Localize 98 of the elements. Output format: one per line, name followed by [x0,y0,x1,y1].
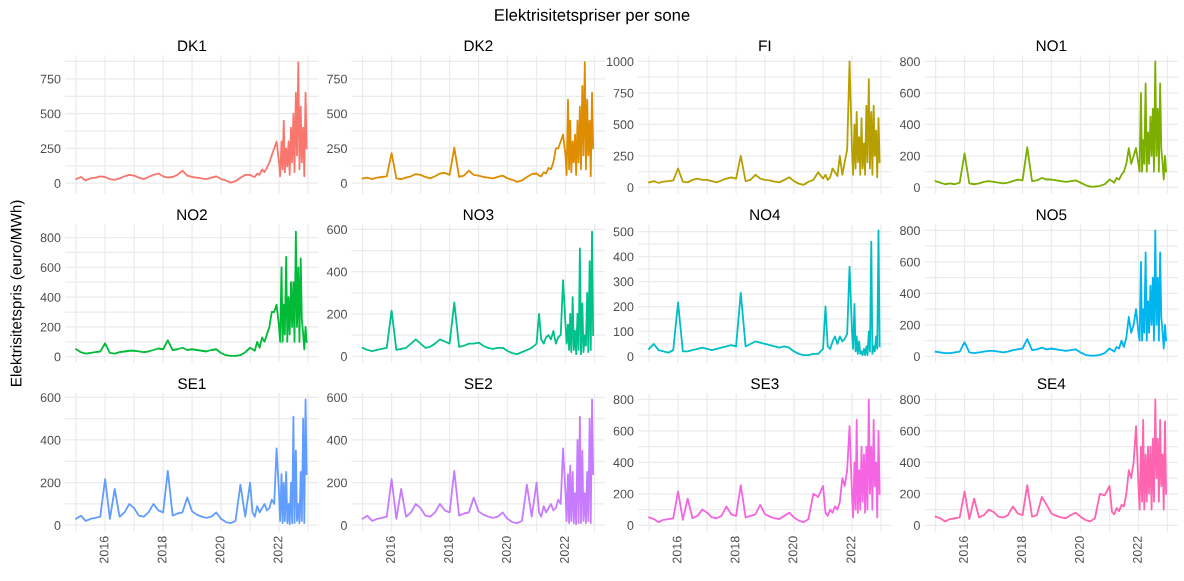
y-tick-label: 750 [613,88,634,98]
chart-title: DK2 [464,40,493,52]
y-tick-label: 600 [40,263,61,272]
y-tick-label: 200 [327,309,347,319]
x-tick-label: 2016 [672,536,682,563]
y-tick-label: 600 [900,88,920,98]
x-tick-label: 2022 [273,536,283,563]
y-tick-label: 400 [899,289,920,299]
y-tick-label: 800 [613,395,634,405]
y-tick-label: 0 [340,521,347,530]
line-series [934,398,1168,523]
y-tick-label: 600 [613,426,634,436]
y-tick-label: 200 [900,151,920,161]
y-tick-label: 500 [40,109,61,119]
y-tick-label: 250 [327,144,347,154]
y-tick-label: 0 [627,521,634,530]
chart-title: SE2 [464,378,493,390]
text: Elektrisitetspriser per sone [495,8,690,25]
y-tick-label: 400 [899,458,920,468]
y-tick-label: 250 [40,144,61,154]
y-tick-label: 750 [327,74,347,84]
x-tick-label: 2020 [788,536,798,563]
y-tick-label: 800 [900,395,920,405]
y-tick-label: 500 [613,120,634,130]
y-tick-label: 400 [326,267,347,277]
chart-title: NO2 [177,209,207,221]
line-series [361,230,595,356]
y-tick-label: 0 [913,521,920,530]
y-tick-label: 0 [627,183,634,193]
y-tick-label: 750 [40,74,61,84]
y-tick-label: 600 [327,393,347,403]
chart-title: DK1 [178,40,206,52]
x-tick-label: 2016 [386,536,395,563]
line-series [934,229,1168,357]
line-series [648,229,881,357]
y-tick-label: 800 [40,233,61,243]
chart-title: NO3 [463,209,494,221]
y-tick-label: 250 [613,151,634,161]
line-series [648,398,881,524]
y-tick-label: 300 [613,277,634,287]
y-tick-label: 400 [613,252,634,262]
chart-title: SE4 [1037,378,1066,390]
x-tick-label: 2016 [99,536,109,563]
line-series [648,60,881,186]
y-tick-label: 600 [40,393,61,403]
x-tick-label: 2020 [1074,536,1084,563]
y-tick-label: 400 [40,435,61,445]
chart-title: SE1 [178,378,206,390]
line-series [75,398,308,526]
y-tick-label: 800 [900,226,920,236]
x-tick-label: 2022 [846,536,856,563]
y-tick-label: 0 [913,352,920,362]
y-tick-label: 0 [54,521,61,530]
x-tick-label: 2022 [1132,536,1142,563]
y-axis-title: Elektrisitetspris (euro/MWh) [10,200,25,386]
x-tick-label: 2018 [730,536,740,563]
y-tick-label: 200 [613,489,634,499]
y-tick-label: 0 [340,179,347,188]
y-tick-label: 200 [327,478,347,488]
line-series [75,230,308,357]
y-tick-label: 1000 [607,57,634,67]
y-tick-label: 0 [54,179,61,188]
chart-title: NO1 [1036,40,1067,52]
y-tick-label: 500 [327,109,347,119]
line-series [361,398,595,526]
y-tick-label: 0 [54,352,61,362]
y-tick-label: 200 [40,478,61,488]
y-tick-label: 400 [613,458,634,468]
x-tick-label: 2022 [560,536,569,563]
x-tick-label: 2018 [157,536,167,563]
x-tick-label: 2020 [502,536,511,563]
line-series [75,61,308,184]
y-tick-label: 200 [613,302,634,312]
line-series [361,61,595,183]
y-tick-label: 400 [899,120,920,130]
y-tick-label: 400 [40,292,61,302]
y-tick-label: 200 [40,322,61,332]
x-tick-label: 2018 [1017,536,1026,563]
y-tick-label: 500 [613,227,634,237]
y-tick-label: 400 [326,435,347,445]
y-tick-label: 600 [900,426,920,436]
chart-title: NO4 [750,209,781,221]
x-tick-label: 2020 [215,536,225,563]
y-tick-label: 0 [627,352,634,362]
x-tick-label: 2018 [444,536,453,563]
chart-title: SE3 [751,378,779,390]
x-tick-label: 2016 [959,536,968,563]
y-tick-label: 0 [340,352,347,361]
chart-title: FI [759,40,771,52]
chart-title: NO5 [1036,209,1067,221]
y-tick-label: 800 [900,57,920,67]
y-tick-label: 0 [913,183,920,193]
line-series [934,60,1168,188]
y-tick-label: 200 [900,320,920,330]
y-tick-label: 600 [327,225,347,235]
y-tick-label: 100 [614,327,634,337]
y-tick-label: 600 [900,257,920,267]
y-tick-label: 200 [900,489,920,499]
